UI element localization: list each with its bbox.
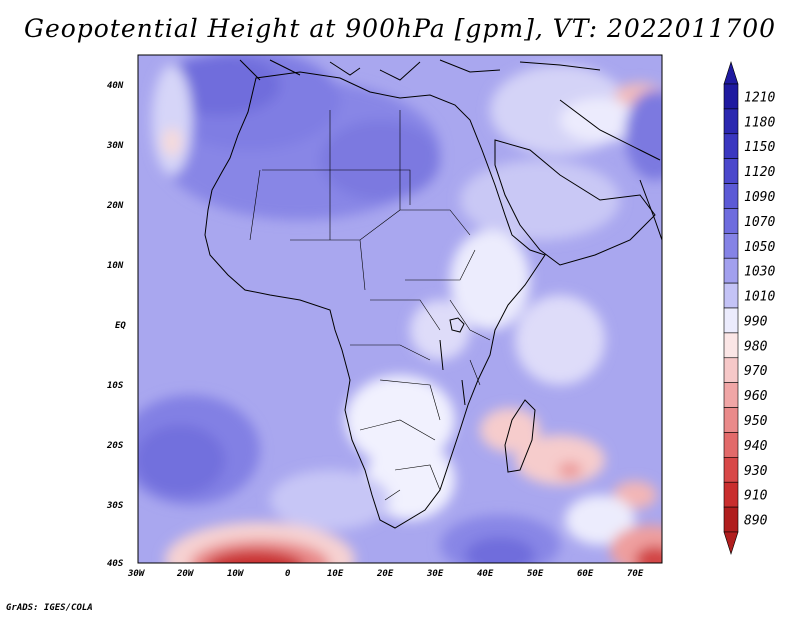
colorbar-label: 1010 bbox=[744, 290, 775, 305]
lon-tick: 20E bbox=[376, 569, 394, 579]
lat-tick: 20N bbox=[106, 201, 124, 211]
lon-axis: 30W 20W 10W 0 10E 20E 30E 40E 50E 60E 70… bbox=[127, 569, 644, 579]
europe-coast bbox=[239, 59, 601, 81]
colorbar-label: 990 bbox=[744, 314, 768, 329]
colorbar-swatch bbox=[723, 133, 739, 159]
colorbar-bottom-arrow bbox=[723, 531, 739, 555]
colorbar-top-arrow bbox=[723, 61, 739, 85]
colorbar: 1210 1180 1150 1120 1090 1070 1050 1030 1010 990 9… bbox=[723, 61, 775, 555]
lon-tick: 10E bbox=[327, 569, 344, 579]
colorbar-label: 1030 bbox=[744, 265, 775, 280]
colorbar-label: 1150 bbox=[744, 140, 775, 155]
colorbar-label: 890 bbox=[744, 514, 768, 529]
madagascar bbox=[504, 399, 536, 473]
colorbar-swatch bbox=[723, 233, 739, 259]
lon-tick: 40E bbox=[477, 569, 494, 579]
lon-tick: 30W bbox=[127, 569, 146, 579]
lat-tick: 20S bbox=[106, 441, 124, 451]
arabia bbox=[494, 139, 656, 266]
lake-malawi bbox=[439, 339, 466, 406]
colorbar-swatch bbox=[723, 108, 739, 135]
iran-coast bbox=[559, 99, 661, 161]
colorbar-label: 1090 bbox=[744, 190, 775, 205]
colorbar-label: 980 bbox=[744, 339, 768, 354]
colorbar-label: 970 bbox=[744, 364, 768, 379]
lon-tick: 10W bbox=[227, 569, 245, 579]
lon-tick: 60E bbox=[577, 569, 594, 579]
colorbar-swatch bbox=[723, 432, 739, 458]
colorbar-swatch bbox=[723, 357, 739, 383]
colorbar-swatch bbox=[723, 257, 739, 284]
colorbar-swatch bbox=[723, 382, 739, 408]
credit-text: GrADS: IGES/COLA bbox=[6, 603, 93, 613]
colorbar-swatch bbox=[723, 407, 739, 433]
lat-tick: 30N bbox=[106, 141, 124, 151]
africa-coastline bbox=[204, 71, 546, 529]
colorbar-label: 1210 bbox=[744, 90, 775, 105]
colorbar-swatch bbox=[723, 83, 739, 110]
lon-tick: 20W bbox=[176, 569, 195, 579]
lat-axis: 40N 30N 20N 10N EQ 10S 20S 30S 40S bbox=[106, 81, 126, 569]
colorbar-swatch bbox=[723, 332, 739, 359]
colorbar-label: 910 bbox=[744, 489, 768, 504]
colorbar-swatch bbox=[723, 208, 739, 234]
lon-tick: 0 bbox=[285, 569, 291, 579]
chart-title: Geopotential Height at 900hPa [gpm], VT:… bbox=[23, 14, 777, 43]
colorbar-swatch bbox=[723, 282, 739, 309]
colorbar-swatch bbox=[723, 481, 739, 508]
lat-tick: EQ bbox=[115, 321, 126, 331]
lat-tick: 10N bbox=[107, 261, 124, 271]
lat-tick: 30S bbox=[106, 501, 124, 511]
colorbar-label: 930 bbox=[744, 464, 768, 479]
lon-tick: 30E bbox=[426, 569, 444, 579]
lat-tick: 10S bbox=[107, 381, 124, 391]
lon-tick: 70E bbox=[627, 569, 644, 579]
colorbar-label: 960 bbox=[744, 389, 768, 404]
colorbar-swatch bbox=[723, 457, 739, 483]
lat-tick: 40S bbox=[107, 559, 124, 569]
lake-victoria bbox=[449, 317, 465, 333]
colorbar-label: 1180 bbox=[744, 115, 775, 130]
colorbar-swatch bbox=[723, 307, 739, 334]
inner-borders bbox=[249, 110, 491, 501]
colorbar-swatch bbox=[723, 158, 739, 184]
lat-tick: 40N bbox=[107, 81, 124, 91]
colorbar-label: 1050 bbox=[744, 240, 775, 255]
colorbar-label: 1070 bbox=[744, 215, 775, 230]
lon-tick: 50E bbox=[527, 569, 544, 579]
colorbar-swatch bbox=[723, 506, 739, 533]
colorbar-swatch bbox=[723, 183, 739, 209]
coastlines bbox=[204, 59, 662, 529]
map-frame bbox=[137, 54, 663, 564]
india-coast bbox=[639, 179, 662, 241]
colorbar-label: 1120 bbox=[744, 165, 775, 180]
colorbar-label: 940 bbox=[744, 439, 768, 454]
colorbar-label: 950 bbox=[744, 414, 768, 429]
